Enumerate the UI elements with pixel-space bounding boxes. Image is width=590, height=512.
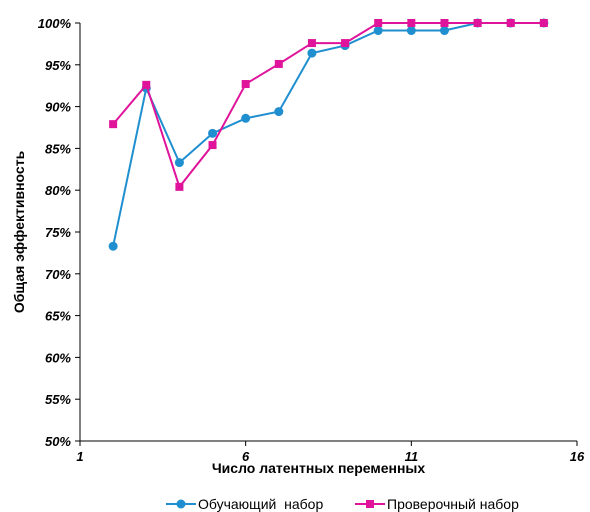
series-2 [109, 19, 548, 191]
x-tick-label: 11 [405, 449, 419, 464]
legend-swatch-marker [366, 500, 374, 508]
series-line [112, 22, 544, 247]
y-tick-label: 55% [45, 392, 71, 407]
legend-swatch-marker [176, 499, 186, 509]
y-tick-label: 50% [45, 434, 71, 449]
y-tick-label: 90% [45, 100, 71, 115]
data-point [539, 19, 548, 27]
legend: Обучающий набор Проверочный набор [166, 496, 519, 512]
data-point [374, 19, 383, 27]
x-axis-ticks: 1 6 11 16 [76, 441, 585, 464]
y-tick-label: 75% [45, 225, 71, 240]
data-point [373, 26, 383, 36]
data-point [109, 120, 118, 129]
series-line [112, 22, 544, 189]
legend-item-training: Обучающий набор [166, 496, 323, 512]
y-tick-label: 70% [45, 267, 71, 282]
y-tick-label: 100% [38, 16, 72, 31]
data-point [307, 48, 317, 58]
data-point [108, 241, 118, 251]
y-axis-ticks: 50% 55% 60% 65% 70% 75% 80% 85% 90% 95% 100% [38, 16, 80, 449]
data-point [307, 39, 316, 48]
y-tick-label: 80% [45, 183, 71, 198]
legend-item-validation: Проверочный набор [355, 496, 519, 512]
legend-label: Проверочный набор [387, 496, 519, 512]
y-tick-label: 95% [45, 58, 71, 73]
data-point [208, 128, 218, 138]
data-point [175, 182, 184, 191]
legend-label: Обучающий набор [198, 496, 323, 512]
y-tick-label: 65% [45, 309, 71, 324]
data-point [208, 141, 217, 150]
data-point [142, 80, 151, 89]
data-point [341, 39, 350, 48]
x-tick-label: 6 [242, 449, 250, 464]
series-layer [108, 18, 549, 251]
x-tick-label: 16 [570, 449, 585, 464]
data-point [407, 19, 416, 27]
data-point [473, 19, 482, 27]
x-tick-label: 1 [76, 449, 83, 464]
y-tick-label: 85% [45, 141, 71, 156]
data-point [506, 19, 515, 27]
data-point [274, 107, 284, 117]
y-axis-label: Общая эффективность [11, 150, 27, 313]
y-tick-label: 60% [45, 350, 71, 365]
series-1 [108, 18, 549, 251]
data-point [241, 113, 251, 123]
data-point [439, 26, 449, 36]
data-point [440, 19, 449, 27]
data-point [241, 80, 250, 89]
x-axis-label: Число латентных переменных [212, 460, 426, 476]
data-point [174, 158, 184, 168]
data-point [406, 26, 416, 36]
data-point [274, 59, 283, 68]
